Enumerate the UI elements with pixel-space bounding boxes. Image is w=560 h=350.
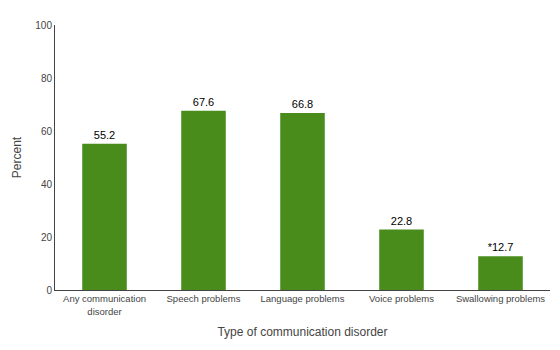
svg-text:Voice problems: Voice problems <box>369 293 434 304</box>
svg-text:20: 20 <box>41 232 53 243</box>
svg-text:0: 0 <box>46 285 52 296</box>
svg-text:80: 80 <box>41 73 53 84</box>
svg-text:100: 100 <box>35 20 52 31</box>
svg-text:60: 60 <box>41 126 53 137</box>
svg-text:66.8: 66.8 <box>292 98 313 110</box>
svg-text:22.8: 22.8 <box>391 215 412 227</box>
svg-text:Percent: Percent <box>10 136 24 178</box>
svg-text:40: 40 <box>41 179 53 190</box>
svg-text:Speech problems: Speech problems <box>167 293 241 304</box>
svg-text:67.6: 67.6 <box>193 96 214 108</box>
svg-text:Any communicationdisorder: Any communicationdisorder <box>63 293 146 316</box>
svg-text:Language problems: Language problems <box>261 293 345 304</box>
svg-text:Type of communication disorder: Type of communication disorder <box>217 325 387 339</box>
svg-text:Swallowing problems: Swallowing problems <box>456 293 545 304</box>
svg-text:55.2: 55.2 <box>94 129 115 141</box>
svg-text:*12.7: *12.7 <box>488 241 514 253</box>
